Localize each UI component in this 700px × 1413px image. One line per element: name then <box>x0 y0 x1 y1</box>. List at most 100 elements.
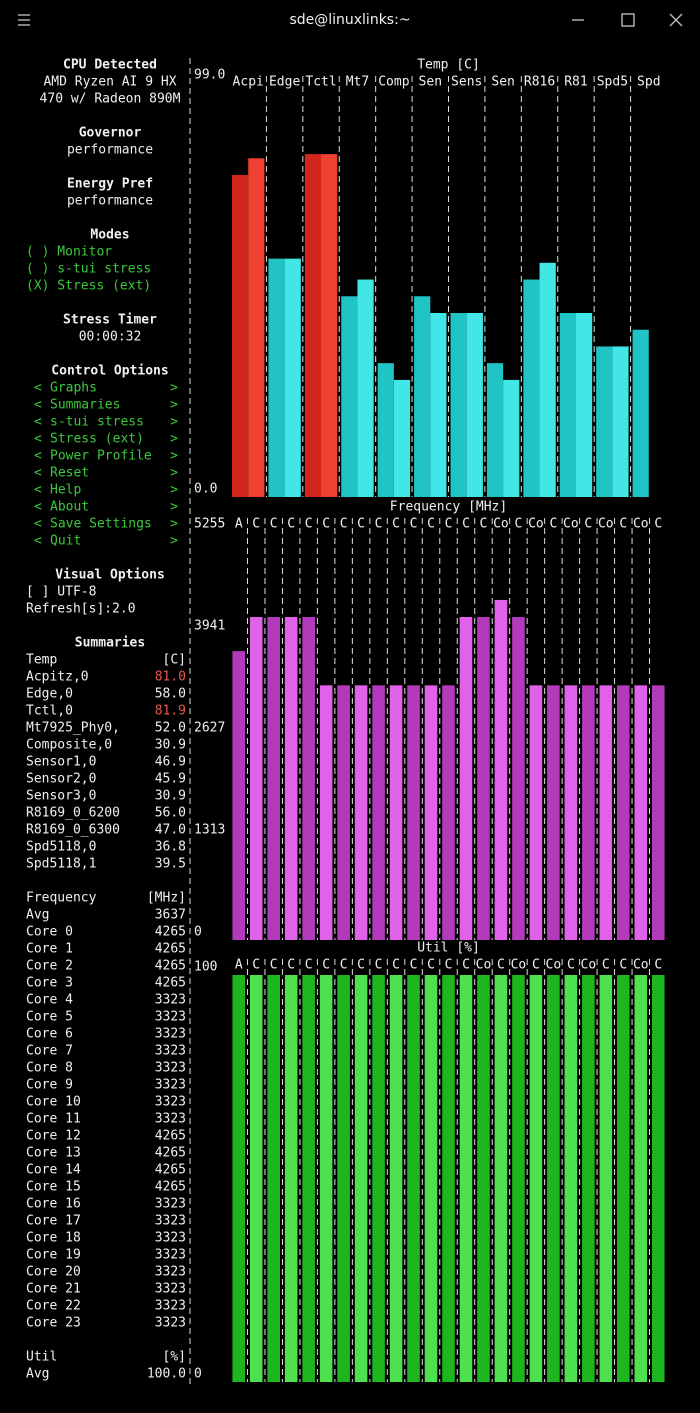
visual-option[interactable]: [ ] UTF-8 <box>26 585 96 600</box>
temp-bar <box>377 363 394 497</box>
summary-value: 4265 <box>155 925 186 940</box>
bar <box>232 651 246 940</box>
column-label: Edge <box>269 75 300 90</box>
summary-value: 3323 <box>155 1316 186 1331</box>
summary-name: Core 0 <box>26 925 73 940</box>
column-label: Comp <box>378 75 409 90</box>
bar <box>512 617 525 940</box>
summary-value: 3323 <box>155 1265 186 1280</box>
section-value: 00:00:32 <box>79 330 142 345</box>
column-label: Co <box>493 517 509 532</box>
menu-open: < <box>34 534 42 549</box>
bar <box>651 685 665 940</box>
summary-value: 3323 <box>155 1197 186 1212</box>
summary-name: Avg <box>26 1367 49 1382</box>
menu-item[interactable]: Power Profile <box>50 449 152 464</box>
column-label: C <box>357 517 365 532</box>
menu-item[interactable]: Save Settings <box>50 517 152 532</box>
summary-value: 46.9 <box>155 755 186 770</box>
summary-name: Sensor1,0 <box>26 755 96 770</box>
visual-option[interactable]: Refresh[s]:2.0 <box>26 602 136 617</box>
summary-name: Core 18 <box>26 1231 81 1246</box>
bar <box>599 975 613 1382</box>
summary-name: Core 7 <box>26 1044 73 1059</box>
column-label: Co <box>476 958 492 973</box>
bar <box>284 617 298 940</box>
menu-item[interactable]: s-tui stress <box>50 415 144 430</box>
temp-bar <box>466 313 483 497</box>
summary-name: Core 8 <box>26 1061 73 1076</box>
menu-item[interactable]: Summaries <box>50 398 120 413</box>
menu-open: < <box>34 483 42 498</box>
summary-name: Edge,0 <box>26 687 73 702</box>
section-value: AMD Ryzen AI 9 HX <box>43 75 176 90</box>
column-label: C <box>252 517 260 532</box>
bar <box>232 975 246 1382</box>
summary-group: Frequency <box>26 891 97 906</box>
menu-item[interactable]: Quit <box>50 534 81 549</box>
temp-bar <box>575 313 593 497</box>
bar <box>354 685 368 940</box>
menu-item[interactable]: Graphs <box>50 381 97 396</box>
column-label: Co <box>546 958 562 973</box>
column-label: C <box>654 517 662 532</box>
temp-bar <box>612 346 629 497</box>
bar <box>477 975 490 1382</box>
bar <box>267 975 280 1382</box>
summary-value: 52.0 <box>155 721 186 736</box>
column-label: C <box>497 958 505 973</box>
column-label: C <box>480 517 488 532</box>
summary-value: 3323 <box>155 1231 186 1246</box>
menu-close: > <box>170 466 178 481</box>
column-label: C <box>427 517 435 532</box>
menu-item[interactable]: Reset <box>50 466 89 481</box>
column-label: C <box>445 958 453 973</box>
temp-bar <box>486 363 504 497</box>
mode-option[interactable]: ( ) Monitor <box>26 245 112 260</box>
mode-option[interactable]: (X) Stress (ext) <box>26 279 151 294</box>
bar <box>564 975 578 1382</box>
temp-bar <box>357 279 374 497</box>
mode-option[interactable]: ( ) s-tui stress <box>26 262 151 277</box>
maximize-button[interactable] <box>621 13 635 27</box>
menu-icon[interactable] <box>18 14 30 26</box>
menu-item[interactable]: Help <box>50 483 81 498</box>
column-label: C <box>287 958 295 973</box>
bar <box>512 975 525 1382</box>
summary-name: Sensor3,0 <box>26 789 96 804</box>
y-tick-label: 0.0 <box>194 482 217 497</box>
column-label: C <box>340 958 348 973</box>
column-label: R816 <box>524 75 555 90</box>
summary-name: Core 10 <box>26 1095 81 1110</box>
section-heading: Governor <box>79 126 142 141</box>
summary-value: 3637 <box>155 908 186 923</box>
bar <box>302 975 315 1382</box>
column-label: C <box>340 517 348 532</box>
summary-unit: [C] <box>163 653 186 668</box>
summary-value: 4265 <box>155 1180 186 1195</box>
bar <box>547 975 560 1382</box>
close-button[interactable] <box>669 13 683 27</box>
column-label: C <box>654 958 662 973</box>
column-label: C <box>602 958 610 973</box>
temp-bar <box>268 258 285 497</box>
bar <box>372 685 385 940</box>
bar <box>494 599 508 940</box>
column-label: Sen <box>419 75 442 90</box>
column-label: Co <box>581 958 597 973</box>
menu-item[interactable]: Stress (ext) <box>50 432 144 447</box>
summary-name: Core 16 <box>26 1197 81 1212</box>
graph-title: Util [%] <box>417 941 480 956</box>
column-label: C <box>410 958 418 973</box>
menu-item[interactable]: About <box>50 500 89 515</box>
summary-value: 4265 <box>155 1163 186 1178</box>
menu-close: > <box>170 449 178 464</box>
summary-value: 3323 <box>155 1061 186 1076</box>
bar <box>547 685 560 940</box>
section-heading: Modes <box>90 228 129 243</box>
bar <box>442 975 455 1382</box>
summary-value: 3323 <box>155 1078 186 1093</box>
menu-close: > <box>170 398 178 413</box>
y-tick-label: 1313 <box>194 823 225 838</box>
y-tick-label: 0 <box>194 925 202 940</box>
